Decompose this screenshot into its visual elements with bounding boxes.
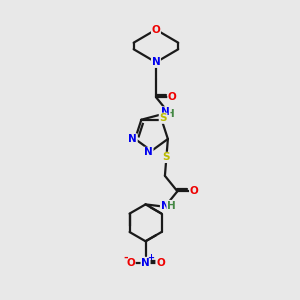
Text: N: N [152, 57, 160, 67]
Text: N: N [128, 134, 137, 144]
Text: O: O [156, 258, 165, 268]
Text: S: S [159, 113, 167, 123]
Text: O: O [126, 258, 135, 268]
Text: -: - [123, 253, 127, 262]
Text: H: H [167, 201, 176, 211]
Text: H: H [167, 109, 175, 119]
Text: O: O [190, 186, 198, 196]
Text: N: N [141, 258, 150, 268]
Text: O: O [152, 25, 160, 34]
Text: O: O [168, 92, 177, 102]
Text: +: + [147, 253, 155, 262]
Text: N: N [144, 147, 153, 158]
Text: N: N [160, 201, 169, 211]
Text: N: N [161, 107, 170, 117]
Text: S: S [163, 152, 170, 162]
